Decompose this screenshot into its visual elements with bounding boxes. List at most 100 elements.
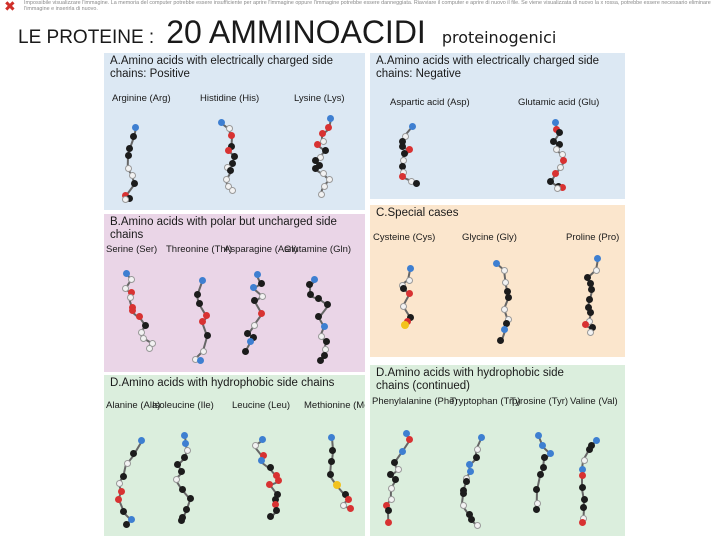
amino-acid-name: Isoleucine (Ile) bbox=[152, 400, 214, 411]
carbon-atom bbox=[179, 486, 187, 494]
hydrogen-atom bbox=[172, 475, 180, 483]
nitrogen-atom bbox=[311, 276, 319, 283]
nitrogen-atom bbox=[328, 433, 336, 441]
nitrogen-atom bbox=[465, 461, 473, 469]
oxygen-atom bbox=[560, 157, 567, 165]
carbon-atom bbox=[400, 150, 408, 158]
panel-title: C.Special cases bbox=[376, 207, 459, 219]
carbon-atom bbox=[317, 356, 325, 364]
nitrogen-atom bbox=[501, 326, 509, 334]
hydrogen-atom bbox=[259, 292, 267, 300]
hydrogen-atom bbox=[123, 460, 131, 468]
nitrogen-atom bbox=[258, 436, 266, 444]
carbon-atom bbox=[585, 295, 593, 303]
carbon-atom bbox=[587, 279, 595, 287]
amino-acid-name: Proline (Pro) bbox=[566, 232, 620, 243]
broken-image-notice: ✖ Impossibile visualizzare l'immagine. L… bbox=[4, 0, 716, 18]
amino-acid-name: Leucine (Leu) bbox=[232, 400, 291, 411]
nitrogen-atom bbox=[253, 271, 261, 279]
molecule-model bbox=[456, 420, 502, 530]
oxygen-atom bbox=[578, 472, 586, 480]
carbon-atom bbox=[550, 137, 558, 145]
hydrogen-atom bbox=[405, 276, 413, 284]
nitrogen-atom bbox=[127, 515, 135, 523]
hydrogen-atom bbox=[116, 480, 124, 488]
carbon-atom bbox=[540, 454, 548, 462]
carbon-atom bbox=[271, 495, 279, 503]
oxygen-atom bbox=[582, 321, 590, 329]
hydrogen-atom bbox=[251, 322, 259, 330]
molecule-model bbox=[300, 107, 346, 204]
hydrogen-atom bbox=[553, 184, 561, 192]
carbon-atom bbox=[306, 291, 314, 299]
carbon-atom bbox=[312, 165, 320, 173]
oxygen-atom bbox=[551, 170, 559, 178]
carbon-atom bbox=[341, 490, 349, 498]
carbon-atom bbox=[126, 194, 134, 202]
oxygen-atom bbox=[203, 312, 211, 320]
carbon-atom bbox=[123, 520, 131, 528]
carbon-atom bbox=[315, 313, 323, 321]
carbon-atom bbox=[504, 294, 512, 302]
nitrogen-atom bbox=[535, 432, 543, 440]
carbon-atom bbox=[503, 320, 511, 328]
carbon-atom bbox=[585, 303, 593, 311]
oxygen-atom bbox=[313, 140, 321, 148]
nitrogen-atom bbox=[466, 468, 474, 476]
carbon-atom bbox=[244, 329, 252, 337]
nitrogen-atom bbox=[406, 265, 414, 273]
hydrogen-atom bbox=[225, 183, 232, 191]
carbon-atom bbox=[465, 511, 473, 519]
panel-hydrophobic-continued: D.Amino acids with hydrophobic side chai… bbox=[370, 365, 625, 536]
carbon-atom bbox=[183, 505, 191, 513]
oxygen-atom bbox=[559, 183, 567, 191]
nitrogen-atom bbox=[539, 442, 547, 450]
carbon-atom bbox=[125, 145, 133, 153]
molecule-model bbox=[378, 420, 424, 530]
carbon-atom bbox=[406, 313, 414, 321]
nitrogen-atom bbox=[123, 269, 131, 277]
carbon-atom bbox=[384, 507, 392, 515]
oxygen-atom bbox=[406, 146, 414, 153]
carbon-atom bbox=[392, 475, 400, 483]
hydrogen-atom bbox=[326, 176, 334, 184]
oxygen-atom bbox=[128, 288, 136, 296]
oxygen-atom bbox=[344, 495, 352, 503]
carbon-atom bbox=[266, 464, 274, 472]
carbon-atom bbox=[316, 161, 323, 169]
nitrogen-atom bbox=[217, 118, 225, 126]
amino-acid-name: Methionine (Met) bbox=[304, 400, 365, 411]
oxygen-atom bbox=[128, 307, 136, 315]
carbon-atom bbox=[230, 152, 238, 160]
nitrogen-atom bbox=[402, 429, 410, 437]
hydrogen-atom bbox=[553, 146, 561, 154]
carbon-atom bbox=[203, 332, 211, 340]
oxygen-atom bbox=[346, 505, 354, 513]
panel-title: B.Amino acids with polar but uncharged s… bbox=[110, 216, 337, 241]
nitrogen-atom bbox=[198, 277, 206, 285]
nitrogen-atom bbox=[182, 440, 190, 448]
carbon-atom bbox=[504, 287, 512, 295]
carbon-atom bbox=[329, 447, 337, 455]
oxygen-atom bbox=[273, 471, 281, 479]
carbon-atom bbox=[180, 454, 188, 462]
nitrogen-atom bbox=[196, 356, 204, 364]
hydrogen-atom bbox=[200, 347, 208, 355]
carbon-atom bbox=[229, 160, 237, 168]
panel-negative: A.Amino acids with electrically charged … bbox=[370, 53, 625, 199]
hydrogen-atom bbox=[587, 329, 595, 337]
hydrogen-atom bbox=[126, 294, 134, 301]
hydrogen-atom bbox=[251, 442, 259, 450]
carbon-atom bbox=[193, 291, 201, 299]
carbon-atom bbox=[306, 280, 314, 288]
carbon-atom bbox=[177, 517, 185, 525]
nitrogen-atom bbox=[132, 123, 140, 131]
carbon-atom bbox=[587, 441, 595, 449]
panel-title: A.Amino acids with electrically charged … bbox=[110, 55, 334, 80]
carbon-atom bbox=[460, 486, 468, 494]
amino-acid-name: Phenylalanine (Phe) bbox=[372, 396, 458, 407]
carbon-atom bbox=[227, 143, 235, 151]
amino-acid-name: Arginine (Arg) bbox=[112, 93, 171, 104]
molecule-model bbox=[516, 420, 562, 530]
